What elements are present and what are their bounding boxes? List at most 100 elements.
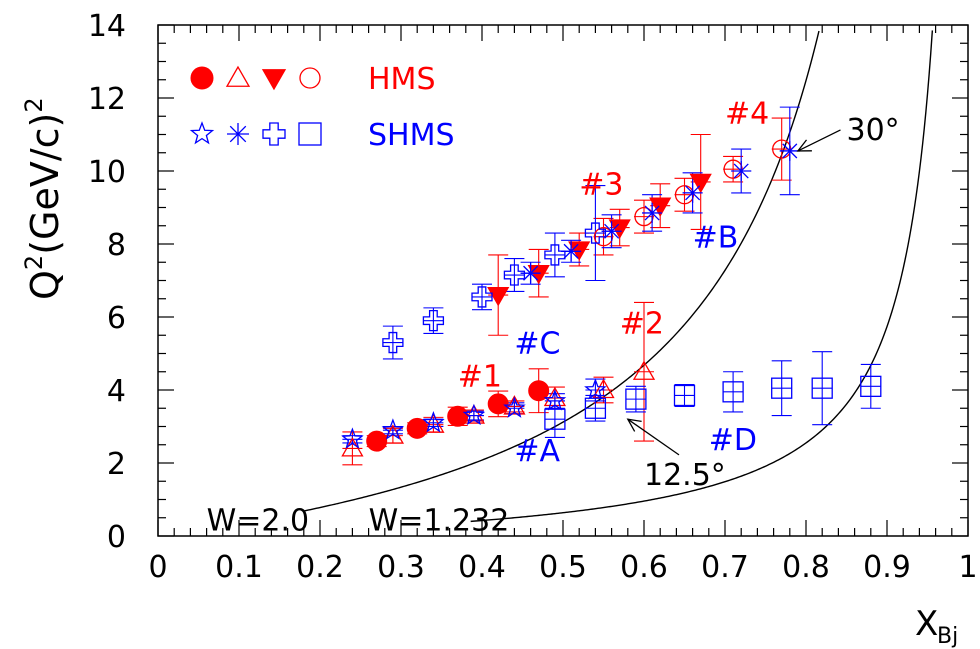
curve-label-w1232: W=1.232 [369,504,510,539]
x-tick-label: 0 [148,550,167,585]
data-point [487,286,510,307]
marker-open-star [381,418,405,440]
annotation-arrow [797,129,841,152]
data-point [503,396,526,418]
x-tick-label: 0.3 [377,550,425,585]
data-point [262,122,286,146]
data-point [462,403,486,426]
data-point [584,378,607,400]
annotation-label: #1 [458,359,502,394]
y-tick-label: 6 [107,301,126,336]
marker-asterisk-arm [523,265,539,281]
marker-open-star [584,378,607,400]
data-point [299,67,321,89]
y-axis-label-units: (GeV/c) [23,113,67,255]
x-tick-labels: 0 0.1 0.2 0.3 0.4 0.5 0.6 0.7 0.8 0.9 1 [148,550,977,585]
curve-label-w2: W=2.0 [207,504,310,539]
marker-open-triangle [225,65,251,87]
error-bars [342,106,881,466]
annotation-label: #3 [579,168,623,203]
marker-open-square [722,381,744,403]
data-point [298,122,322,146]
x-tick-label: 0.8 [782,550,830,585]
marker-open-triangle [592,378,615,399]
marker-open-square [771,377,793,399]
annotations: #1 #2 #3 #4 #A #B #C #D 30° 12.5° [458,97,900,493]
y-axis-label-sup: 2 [20,255,48,270]
data-point [722,381,744,403]
kinematic-curve [303,30,820,512]
legend-label: SHMS [368,118,455,153]
marker-open-circle [634,206,654,227]
annotation-label: #B [693,221,739,256]
annotation-label: #4 [725,97,769,132]
marker-asterisk-arm [733,163,749,179]
data-point [584,222,607,244]
data-point [860,375,882,398]
marker-open-square [860,375,882,398]
y-axis-title: Q2(GeV/c)2 [20,97,67,300]
marker-open-cross [471,286,493,308]
plot-frame [157,24,969,537]
x-tick-label: 0.2 [296,550,344,585]
x-tick-label: 0.9 [863,550,911,585]
data-point [422,410,445,433]
x-tick-label: 1 [958,550,977,585]
x-axis-label-subscript: Bj [937,624,958,649]
data-point [723,159,743,179]
marker-asterisk-arm [563,243,579,259]
data-point [503,264,526,286]
marker-open-star [503,396,526,418]
marker-filled-circle [406,417,428,439]
data-point [341,427,364,449]
data-point [528,380,550,402]
marker-open-star [189,121,215,145]
data-point [544,408,566,430]
annotation-label: #A [514,434,560,469]
data-point [593,227,614,247]
y-tick-label: 14 [88,9,126,44]
marker-open-cross [503,264,526,286]
marker-open-cross [382,331,404,354]
annotation-label: #2 [620,306,664,341]
data-point [261,69,287,91]
marker-filled-circle [487,393,509,415]
marker-filled-circle [190,66,214,90]
marker-filled-triangle-down [487,286,510,307]
data-point [471,286,493,308]
annotation-label: #C [514,327,560,362]
annotation-label: 12.5° [644,458,726,493]
data-point [366,430,388,452]
data-point [382,331,404,354]
legend: HMS SHMS [189,62,455,153]
marker-open-circle [299,67,321,89]
data-point [227,123,249,145]
marker-open-circle [674,185,695,205]
y-tick-label: 8 [107,228,126,263]
x-axis-label: X [915,604,938,644]
data-point [731,161,752,181]
marker-open-cross [544,244,566,266]
x-tick-label: 0.1 [215,550,263,585]
data-point [462,404,486,424]
data-point [520,263,541,284]
marker-open-star [462,403,486,426]
data-point [811,377,833,399]
marker-asterisk-arm [782,143,798,159]
data-point [190,66,214,90]
data-point [406,417,428,439]
marker-filled-triangle-down [261,69,287,91]
marker-open-square [625,388,647,410]
data-point [601,221,622,242]
data-point [642,202,663,223]
y-axis-label-sup2: 2 [20,97,48,112]
marker-open-circle [772,139,792,159]
data-point [189,121,215,145]
marker-asterisk-arm [604,223,620,239]
annotation-label: 30° [847,113,900,148]
data-point [225,65,251,87]
y-tick-labels: 0 2 4 6 8 10 12 14 [88,9,126,555]
marker-open-cross [262,122,286,146]
marker-open-square [544,408,566,430]
marker-open-cross [422,309,445,332]
